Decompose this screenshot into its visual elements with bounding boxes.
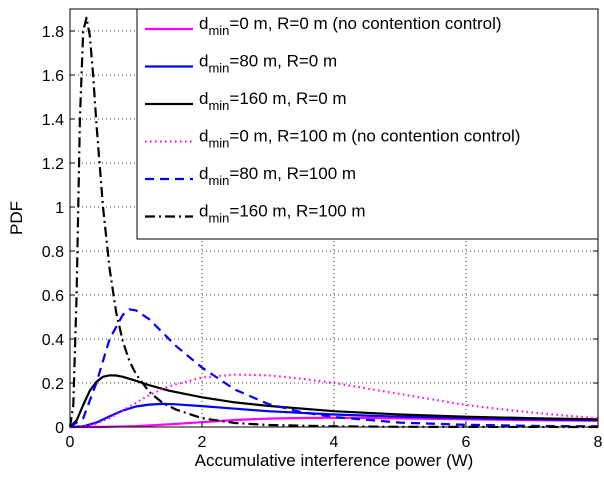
series-line-5 [69, 308, 599, 428]
legend-label-subscript: min [208, 211, 229, 226]
legend-label: dmin=80 m, R=0 m [199, 52, 337, 76]
y-tick-label: 1.6 [42, 68, 64, 85]
y-tick-label: 1.2 [42, 156, 64, 173]
legend-label-main: d [199, 89, 208, 108]
legend-label: dmin=80 m, R=100 m [199, 164, 356, 188]
y-tick-label: 0.4 [42, 332, 64, 349]
legend-label-main: d [199, 127, 208, 146]
y-tick-label: 1.4 [42, 112, 64, 129]
legend-label-rest: =0 m, R=100 m (no contention control) [229, 127, 520, 146]
legend-label: dmin=160 m, R=0 m [199, 89, 347, 113]
y-axis-label: PDF [7, 201, 26, 235]
series-line-2 [69, 402, 599, 429]
series-line-1 [69, 416, 599, 429]
series-group [68, 16, 599, 429]
x-axis-label: Accumulative interference power (W) [195, 451, 474, 470]
legend-label-subscript: min [208, 61, 229, 76]
legend-label-main: d [199, 52, 208, 71]
y-tick-label: 1 [55, 200, 64, 217]
legend-label: dmin=0 m, R=100 m (no contention control… [199, 127, 520, 151]
legend: dmin=0 m, R=0 m (no contention control)d… [136, 8, 599, 240]
legend-label-main: d [199, 164, 208, 183]
legend-label-rest: =0 m, R=0 m (no contention control) [229, 14, 501, 33]
legend-label: dmin=0 m, R=0 m (no contention control) [199, 14, 502, 38]
legend-label-subscript: min [208, 98, 229, 113]
series-line-4 [69, 373, 599, 429]
legend-label-rest: =80 m, R=0 m [229, 52, 337, 71]
legend-label: dmin=160 m, R=100 m [199, 202, 366, 226]
x-tick-label: 8 [594, 434, 603, 451]
x-tick-label: 0 [66, 434, 75, 451]
y-tick-label: 0.2 [42, 376, 64, 393]
y-tick-label: 0 [55, 420, 64, 437]
x-tick-label: 2 [198, 434, 207, 451]
legend-label-rest: =160 m, R=100 m [229, 202, 365, 221]
legend-box [136, 8, 599, 240]
legend-label-main: d [199, 14, 208, 33]
legend-label-main: d [199, 202, 208, 221]
legend-label-rest: =160 m, R=0 m [229, 89, 346, 108]
x-tick-label: 6 [462, 434, 471, 451]
series-line-6 [68, 16, 599, 429]
y-tick-label: 0.6 [42, 288, 64, 305]
legend-label-subscript: min [208, 173, 229, 188]
y-tick-label: 0.8 [42, 244, 64, 261]
y-tick-label: 1.8 [42, 24, 64, 41]
x-tick-label: 4 [330, 434, 339, 451]
legend-label-subscript: min [208, 136, 229, 151]
legend-label-rest: =80 m, R=100 m [229, 164, 356, 183]
legend-label-subscript: min [208, 23, 229, 38]
